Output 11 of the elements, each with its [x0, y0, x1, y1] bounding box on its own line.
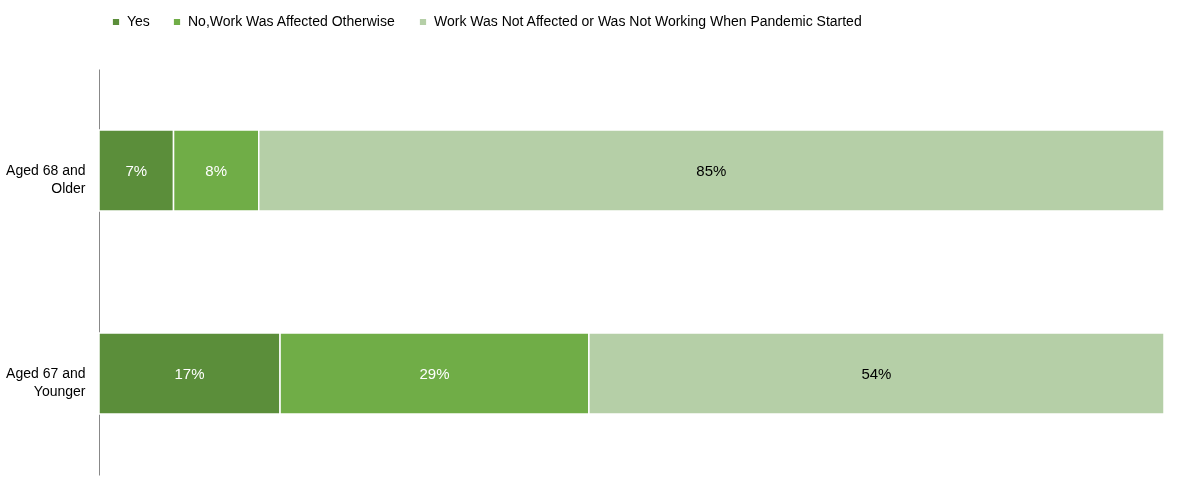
legend-label: Work Was Not Affected or Was Not Working When Pandemic Started	[434, 13, 862, 29]
y-tick-label: Aged 67 and Younger	[6, 364, 86, 399]
data-label: 29%	[419, 364, 450, 382]
legend-label: No,Work Was Affected Otherwise	[188, 13, 395, 29]
data-label: 7%	[125, 161, 148, 179]
data-label: 85%	[696, 161, 727, 179]
data-label: 8%	[205, 161, 227, 179]
legend-label: Yes	[127, 13, 150, 29]
data-label: 54%	[861, 364, 892, 382]
data-label: 17%	[174, 364, 205, 382]
y-tick-label: Aged 68 and Older	[6, 161, 86, 196]
